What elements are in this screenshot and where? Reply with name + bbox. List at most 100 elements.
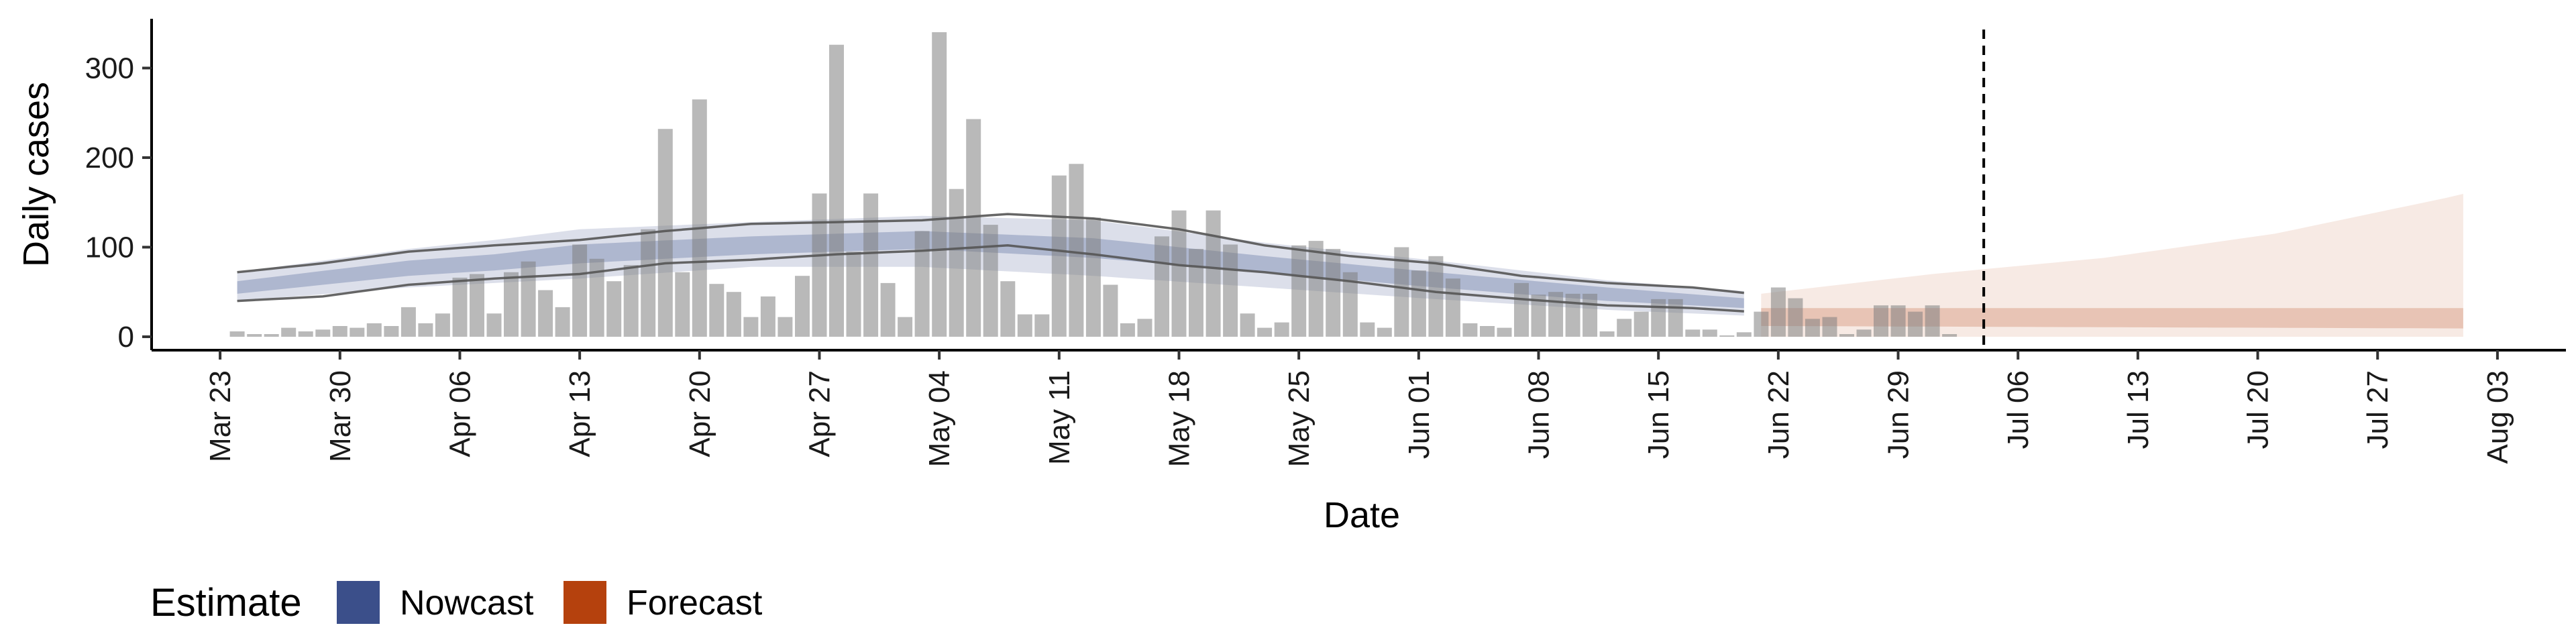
case-bar [829,44,844,337]
case-bar [675,272,690,337]
case-bar [281,327,297,337]
case-bar [1462,323,1478,337]
case-bar [1651,299,1666,337]
case-bar [504,272,519,337]
case-bar [452,277,468,337]
x-axis-ticks: Mar 23 Mar 30 Apr 06 Apr 13 Apr 20 Apr 27 May … [204,350,2514,467]
case-bar [623,265,639,337]
case-bar [1633,311,1649,337]
case-bar [247,334,262,337]
x-tick-label: Mar 30 [324,370,357,462]
legend-title: Estimate [150,581,302,625]
case-bar [1702,329,1717,337]
case-bar [1565,293,1580,337]
bars-layer [229,32,1957,337]
x-tick-label: Jun 29 [1882,370,1915,459]
case-bar [1788,298,1803,337]
nowcast-lines-layer [237,213,1744,313]
case-bar [1394,247,1409,337]
case-bar [657,129,673,337]
y-tick-label: 200 [85,142,134,174]
case-bar [1719,335,1735,337]
case-bar [1360,322,1375,337]
x-tick-label: Mar 23 [204,370,237,462]
y-tick-label: 0 [118,321,134,354]
x-tick-label: Jun 15 [1642,370,1675,459]
case-bar [1839,334,1854,337]
x-tick-label: Jun 01 [1403,370,1436,459]
case-bar [1017,314,1032,337]
case-bar [1171,210,1187,337]
case-bar [384,326,399,337]
x-tick-label: May 25 [1283,370,1316,467]
x-tick-label: Jun 08 [1523,370,1556,459]
x-tick-label: Jun 22 [1762,370,1795,459]
case-bar [966,119,981,337]
case-bar [1908,311,1923,337]
case-bar [1411,270,1426,337]
case-bar [1668,299,1683,337]
case-bar [1189,249,1203,337]
case-bar [1770,287,1786,337]
case-bar [1685,329,1701,337]
case-bar [709,284,724,337]
y-tick-label: 300 [85,52,134,85]
case-bar [692,99,707,337]
case-bar [1085,217,1101,337]
x-tick-label: Jul 20 [2242,370,2275,449]
case-bar [1240,313,1255,337]
case-bar [932,32,947,337]
y-axis-ticks: 0 100 200 300 [85,52,152,354]
nowcast-lower-line [237,244,1744,313]
case-bar [1120,323,1135,337]
legend-swatch-forecast [564,581,606,624]
case-bar [332,326,347,337]
x-tick-label: May 18 [1163,370,1196,467]
x-tick-label: Apr 27 [804,370,837,458]
case-bar [418,323,433,337]
case-bar [863,193,879,337]
case-bar [641,229,656,337]
case-bar [1291,245,1307,337]
case-bar [1822,317,1837,337]
case-bar [589,258,604,337]
case-bar [470,274,484,337]
case-bar [880,282,896,337]
y-tick-label: 100 [85,231,134,264]
case-bar [1069,164,1084,337]
x-axis-title: Date [1324,495,1400,535]
case-bar [1274,322,1289,337]
case-bar [1942,334,1957,337]
case-bar [350,327,365,337]
case-bar [1874,305,1888,337]
case-bar [983,225,998,337]
case-bar [572,244,588,337]
case-bar [1051,175,1067,337]
x-tick-label: Apr 20 [684,370,716,458]
case-bar [1582,293,1598,337]
x-tick-label: Apr 13 [564,370,596,458]
case-bar [1925,305,1940,337]
case-bar [1617,319,1632,337]
case-bar [1308,241,1324,337]
y-axis-title: Daily cases [16,82,56,267]
legend: Estimate Nowcast Forecast [150,581,763,625]
x-tick-label: Jul 13 [2122,370,2155,449]
legend-swatch-nowcast [337,581,380,624]
case-bar [1514,282,1529,337]
case-bar [1480,326,1495,337]
forecast-band-90 [1761,194,2463,337]
case-bar [264,334,279,337]
case-bar [726,292,741,337]
case-bar [555,307,570,337]
case-bar [1257,327,1273,337]
case-bar [315,329,331,337]
case-bar [1103,284,1118,337]
case-bar [1223,244,1238,337]
case-bar [846,252,861,337]
case-bar [400,307,416,337]
case-bar [1155,236,1169,337]
case-bar [777,317,793,337]
case-bar [1531,294,1546,337]
